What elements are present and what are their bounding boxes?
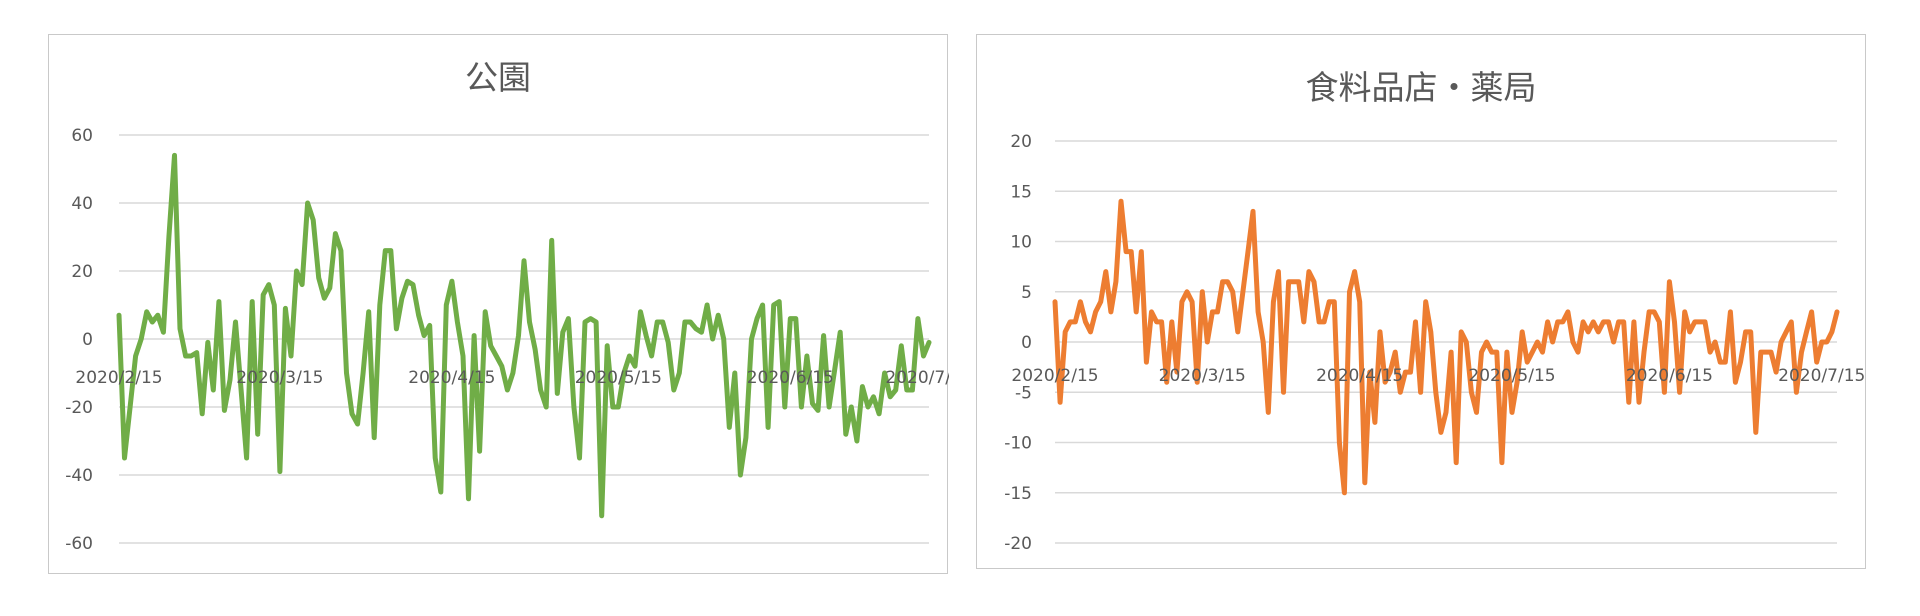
chart-title: 食料品店・薬局: [1305, 68, 1537, 107]
chart-grocery-pharmacy: 食料品店・薬局 20 15 10 5 0 -5 -10 -15 -20 2020/2/15 2020…: [976, 34, 1866, 569]
y-tick-label: -5: [1015, 383, 1032, 403]
x-tick-label: 2020/5/15: [1468, 366, 1555, 386]
y-tick-label: -20: [65, 398, 93, 418]
y-tick-label: 20: [1010, 132, 1032, 152]
plot-area: 20 15 10 5 0 -5 -10 -15 -20 2020/2/15 2020/3/15 202…: [1004, 132, 1865, 554]
y-tick-label: 10: [1010, 233, 1032, 253]
series-line: [116, 152, 932, 519]
series-line: [1052, 198, 1840, 496]
y-tick-label: -15: [1004, 484, 1032, 504]
y-tick-label: -20: [1004, 534, 1032, 554]
y-tick-label: 20: [71, 262, 93, 282]
x-tick-label: 2020/5/15: [575, 368, 662, 388]
y-tick-label: -60: [65, 534, 93, 554]
y-tick-label: 15: [1010, 182, 1032, 202]
x-tick-label: 2020/7/15: [1778, 366, 1865, 386]
x-tick-label: 2020/7/15: [885, 368, 949, 388]
y-tick-label: 40: [71, 194, 93, 214]
y-tick-label: 60: [71, 126, 93, 146]
y-tick-label: 0: [1021, 333, 1032, 353]
chart-parks: 公園 60 40 20 0 -20 -40 -60 2020/2/15 2020/3/15 202…: [48, 34, 949, 574]
chart-title: 公園: [465, 58, 531, 97]
x-tick-label: 2020/6/15: [1626, 366, 1713, 386]
x-tick-label: 2020/3/15: [236, 368, 323, 388]
y-tick-label: 5: [1021, 283, 1032, 303]
x-tick-label: 2020/4/15: [1316, 366, 1403, 386]
x-tick-label: 2020/2/15: [75, 368, 162, 388]
x-tick-label: 2020/2/15: [1011, 366, 1098, 386]
plot-area: 60 40 20 0 -20 -40 -60 2020/2/15 2020/3/15 2020/4…: [65, 126, 949, 554]
x-tick-label: 2020/3/15: [1159, 366, 1246, 386]
y-tick-label: -10: [1004, 434, 1032, 454]
y-tick-label: 0: [82, 330, 93, 350]
x-tick-label: 2020/4/15: [408, 368, 495, 388]
x-tick-label: 2020/6/15: [747, 368, 834, 388]
y-tick-label: -40: [65, 466, 93, 486]
